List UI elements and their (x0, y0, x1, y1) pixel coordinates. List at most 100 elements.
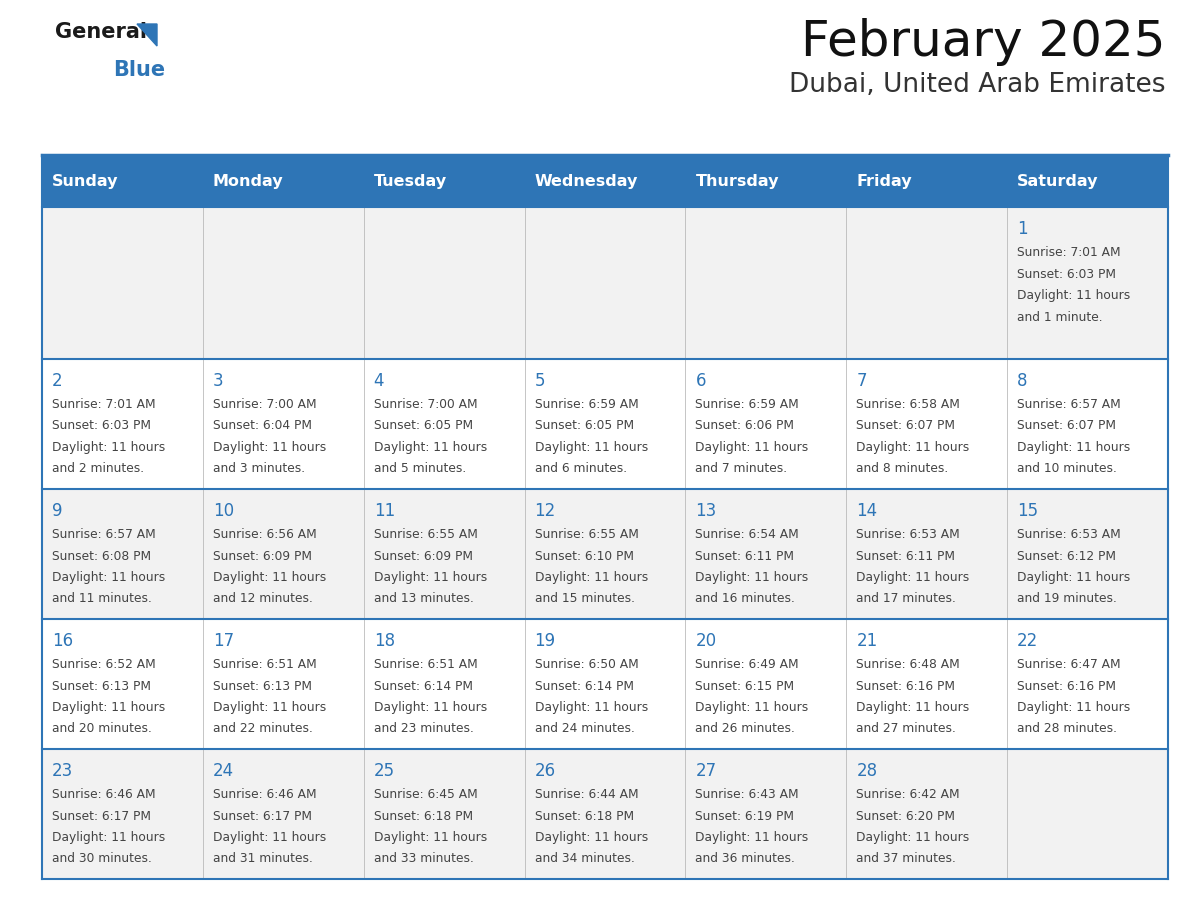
Text: Sunrise: 6:47 AM: Sunrise: 6:47 AM (1017, 658, 1120, 671)
Text: and 3 minutes.: and 3 minutes. (213, 463, 305, 476)
Text: 5: 5 (535, 372, 545, 390)
Text: Sunrise: 6:51 AM: Sunrise: 6:51 AM (213, 658, 317, 671)
Text: Dubai, United Arab Emirates: Dubai, United Arab Emirates (790, 72, 1165, 98)
Text: Sunrise: 6:59 AM: Sunrise: 6:59 AM (535, 398, 638, 411)
Text: Sunrise: 6:42 AM: Sunrise: 6:42 AM (857, 788, 960, 801)
Bar (42, 155, 1168, 207)
Text: and 26 minutes.: and 26 minutes. (695, 722, 795, 735)
Text: Sunrise: 6:54 AM: Sunrise: 6:54 AM (695, 528, 800, 541)
Text: Sunrise: 6:43 AM: Sunrise: 6:43 AM (695, 788, 800, 801)
Text: Daylight: 11 hours: Daylight: 11 hours (857, 441, 969, 454)
Text: and 10 minutes.: and 10 minutes. (1017, 463, 1117, 476)
Text: and 23 minutes.: and 23 minutes. (374, 722, 474, 735)
Text: 23: 23 (52, 762, 74, 780)
Text: General: General (55, 22, 147, 42)
Text: 21: 21 (857, 632, 878, 650)
Text: and 17 minutes.: and 17 minutes. (857, 592, 956, 606)
Text: 6: 6 (695, 372, 706, 390)
Bar (42, 749, 1168, 879)
Text: Sunrise: 6:46 AM: Sunrise: 6:46 AM (52, 788, 156, 801)
Bar (42, 489, 1168, 619)
Text: and 7 minutes.: and 7 minutes. (695, 463, 788, 476)
Text: Sunset: 6:15 PM: Sunset: 6:15 PM (695, 679, 795, 692)
Text: Daylight: 11 hours: Daylight: 11 hours (374, 571, 487, 584)
Text: and 24 minutes.: and 24 minutes. (535, 722, 634, 735)
Bar (42, 207, 1168, 359)
Text: 28: 28 (857, 762, 878, 780)
Text: Sunset: 6:13 PM: Sunset: 6:13 PM (52, 679, 151, 692)
Text: Daylight: 11 hours: Daylight: 11 hours (535, 701, 647, 714)
Text: 27: 27 (695, 762, 716, 780)
Text: and 34 minutes.: and 34 minutes. (535, 853, 634, 866)
Text: Monday: Monday (213, 174, 284, 188)
Text: Sunrise: 6:57 AM: Sunrise: 6:57 AM (1017, 398, 1121, 411)
Text: 12: 12 (535, 502, 556, 520)
Text: 15: 15 (1017, 502, 1038, 520)
Text: Daylight: 11 hours: Daylight: 11 hours (213, 701, 327, 714)
Text: Daylight: 11 hours: Daylight: 11 hours (695, 441, 809, 454)
Text: Daylight: 11 hours: Daylight: 11 hours (213, 441, 327, 454)
Text: Sunset: 6:10 PM: Sunset: 6:10 PM (535, 550, 633, 563)
Text: 1: 1 (1017, 220, 1028, 238)
Text: and 15 minutes.: and 15 minutes. (535, 592, 634, 606)
Text: Daylight: 11 hours: Daylight: 11 hours (374, 441, 487, 454)
Text: Sunset: 6:19 PM: Sunset: 6:19 PM (695, 810, 795, 823)
Text: Sunset: 6:16 PM: Sunset: 6:16 PM (857, 679, 955, 692)
Text: Sunrise: 7:01 AM: Sunrise: 7:01 AM (1017, 246, 1120, 259)
Text: Saturday: Saturday (1017, 174, 1099, 188)
Text: Sunset: 6:12 PM: Sunset: 6:12 PM (1017, 550, 1117, 563)
Text: 4: 4 (374, 372, 384, 390)
Text: Sunset: 6:14 PM: Sunset: 6:14 PM (374, 679, 473, 692)
Text: Sunset: 6:04 PM: Sunset: 6:04 PM (213, 420, 312, 432)
Text: and 20 minutes.: and 20 minutes. (52, 722, 152, 735)
Text: Sunset: 6:08 PM: Sunset: 6:08 PM (52, 550, 151, 563)
Text: Daylight: 11 hours: Daylight: 11 hours (374, 701, 487, 714)
Text: 14: 14 (857, 502, 878, 520)
Text: and 13 minutes.: and 13 minutes. (374, 592, 474, 606)
Text: and 19 minutes.: and 19 minutes. (1017, 592, 1117, 606)
Text: 18: 18 (374, 632, 394, 650)
Text: 2: 2 (52, 372, 63, 390)
Polygon shape (137, 24, 157, 46)
Text: Sunrise: 6:53 AM: Sunrise: 6:53 AM (857, 528, 960, 541)
Text: Blue: Blue (113, 60, 165, 80)
Text: Sunset: 6:07 PM: Sunset: 6:07 PM (1017, 420, 1117, 432)
Text: Sunset: 6:05 PM: Sunset: 6:05 PM (374, 420, 473, 432)
Text: Sunrise: 6:56 AM: Sunrise: 6:56 AM (213, 528, 317, 541)
Text: and 31 minutes.: and 31 minutes. (213, 853, 312, 866)
Text: and 6 minutes.: and 6 minutes. (535, 463, 627, 476)
Text: Sunrise: 7:00 AM: Sunrise: 7:00 AM (374, 398, 478, 411)
Text: 13: 13 (695, 502, 716, 520)
Text: Sunset: 6:18 PM: Sunset: 6:18 PM (535, 810, 633, 823)
Text: 17: 17 (213, 632, 234, 650)
Text: 9: 9 (52, 502, 63, 520)
Text: 25: 25 (374, 762, 394, 780)
Text: and 5 minutes.: and 5 minutes. (374, 463, 466, 476)
Text: 16: 16 (52, 632, 74, 650)
Text: 26: 26 (535, 762, 556, 780)
Text: and 2 minutes.: and 2 minutes. (52, 463, 144, 476)
Text: Daylight: 11 hours: Daylight: 11 hours (52, 571, 165, 584)
Text: Sunrise: 6:53 AM: Sunrise: 6:53 AM (1017, 528, 1121, 541)
Text: Daylight: 11 hours: Daylight: 11 hours (1017, 289, 1131, 302)
Text: Sunrise: 6:55 AM: Sunrise: 6:55 AM (535, 528, 638, 541)
Text: Sunrise: 6:59 AM: Sunrise: 6:59 AM (695, 398, 800, 411)
Text: Sunrise: 7:01 AM: Sunrise: 7:01 AM (52, 398, 156, 411)
Text: Sunrise: 6:50 AM: Sunrise: 6:50 AM (535, 658, 638, 671)
Text: and 36 minutes.: and 36 minutes. (695, 853, 795, 866)
Text: Sunrise: 6:46 AM: Sunrise: 6:46 AM (213, 788, 316, 801)
Text: Sunrise: 6:55 AM: Sunrise: 6:55 AM (374, 528, 478, 541)
Text: Sunset: 6:09 PM: Sunset: 6:09 PM (374, 550, 473, 563)
Text: 3: 3 (213, 372, 223, 390)
Text: and 33 minutes.: and 33 minutes. (374, 853, 474, 866)
Text: and 11 minutes.: and 11 minutes. (52, 592, 152, 606)
Text: Wednesday: Wednesday (535, 174, 638, 188)
Text: and 28 minutes.: and 28 minutes. (1017, 722, 1117, 735)
Text: 11: 11 (374, 502, 394, 520)
Text: Sunset: 6:18 PM: Sunset: 6:18 PM (374, 810, 473, 823)
Text: Daylight: 11 hours: Daylight: 11 hours (213, 831, 327, 844)
Text: Daylight: 11 hours: Daylight: 11 hours (535, 571, 647, 584)
Text: February 2025: February 2025 (802, 18, 1165, 66)
Text: Thursday: Thursday (695, 174, 779, 188)
Text: Sunset: 6:20 PM: Sunset: 6:20 PM (857, 810, 955, 823)
